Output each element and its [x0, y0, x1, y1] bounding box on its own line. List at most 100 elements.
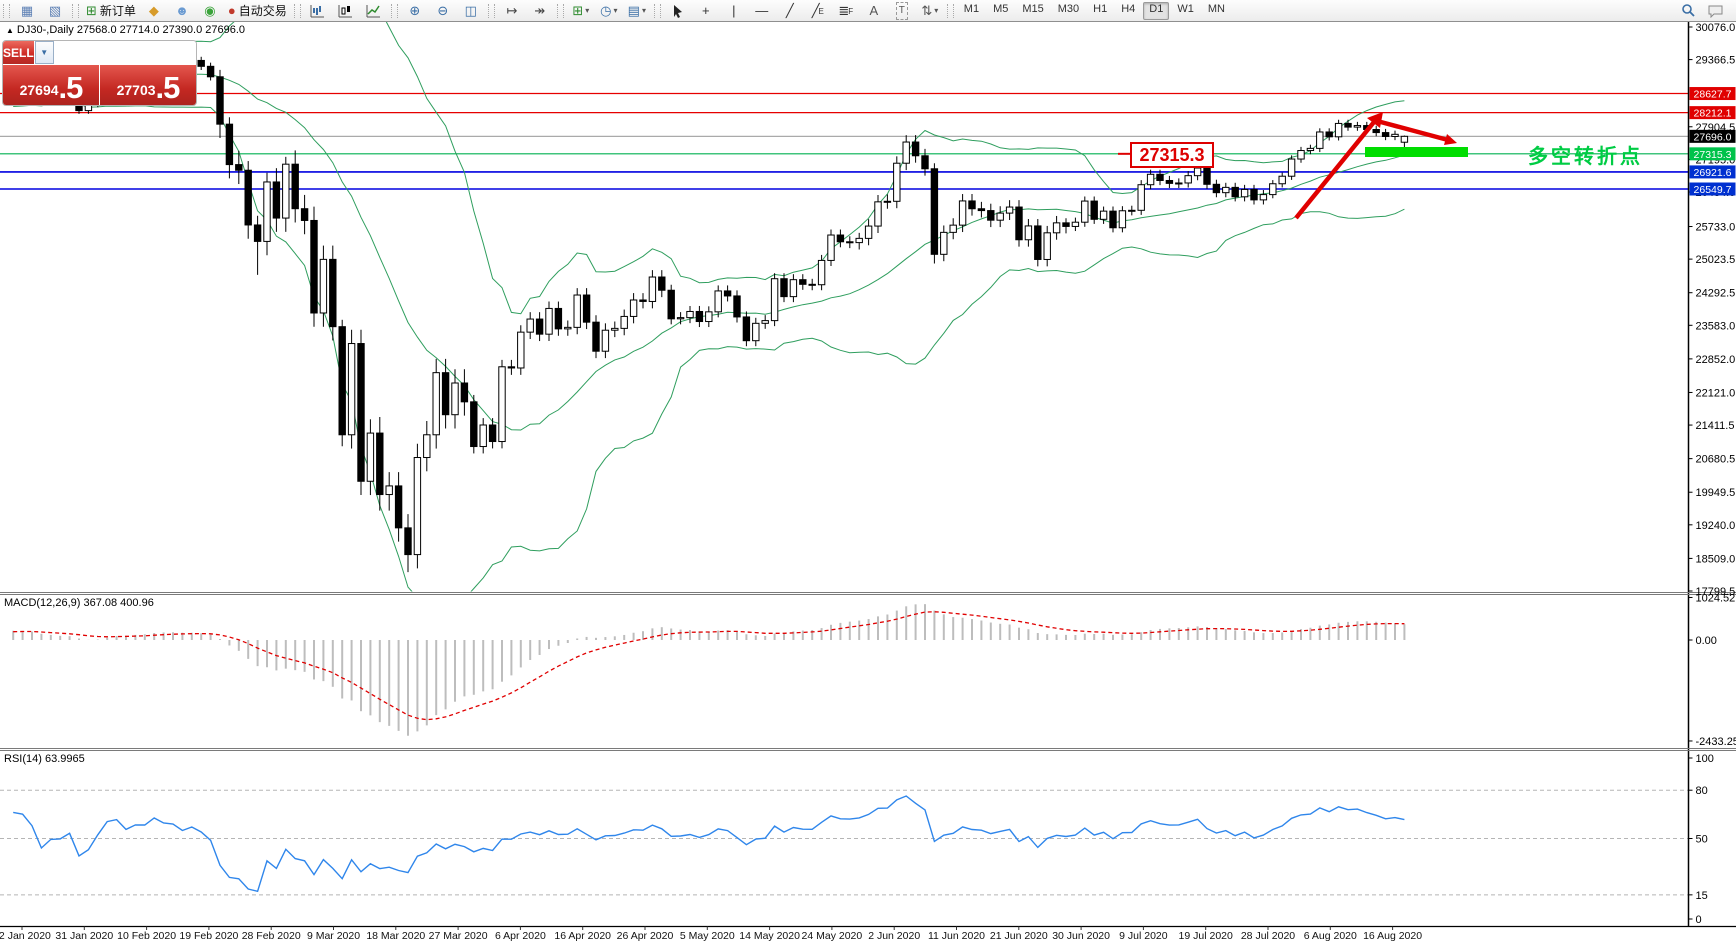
- trendline-icon[interactable]: ╱: [785, 2, 794, 18]
- svg-text:16 Apr 2020: 16 Apr 2020: [554, 930, 611, 942]
- sell-button[interactable]: SELL: [3, 41, 34, 64]
- svg-text:11 Jun 2020: 11 Jun 2020: [928, 930, 985, 942]
- line-chart-icon[interactable]: [361, 1, 387, 21]
- volume-decrease-button[interactable]: ▼: [34, 41, 54, 64]
- vertical-line-icon[interactable]: |: [732, 2, 736, 18]
- svg-text:80: 80: [1696, 785, 1708, 797]
- crosshair-icon[interactable]: +: [702, 2, 710, 18]
- svg-text:30076.0: 30076.0: [1696, 22, 1736, 34]
- svg-text:28 Feb 2020: 28 Feb 2020: [242, 930, 301, 942]
- trend-arrow-down: [1376, 118, 1449, 143]
- new-order-icon[interactable]: ⊞ 新订单: [86, 2, 136, 18]
- svg-text:27 Mar 2020: 27 Mar 2020: [429, 930, 488, 942]
- volume-input[interactable]: [53, 41, 196, 64]
- price-callout-label: 27315.3: [1130, 142, 1214, 168]
- rsi-pane[interactable]: [0, 789, 1688, 896]
- market-watch-icon[interactable]: ☻: [175, 2, 189, 18]
- candlestick-chart-icon[interactable]: [333, 1, 359, 21]
- dropdown-arrow-icon[interactable]: ▾: [585, 5, 590, 15]
- buy-price-display[interactable]: 27703.5: [100, 65, 196, 105]
- cursor-icon[interactable]: [665, 1, 691, 21]
- svg-text:15: 15: [1696, 890, 1708, 902]
- svg-text:22121.0: 22121.0: [1696, 387, 1736, 399]
- fibonacci-icon[interactable]: ≣ F: [838, 2, 854, 18]
- svg-text:28 Jul 2020: 28 Jul 2020: [1241, 930, 1295, 942]
- svg-text:27315.3: 27315.3: [1694, 149, 1732, 161]
- chat-icon[interactable]: [1703, 1, 1729, 21]
- svg-text:31 Jan 2020: 31 Jan 2020: [55, 930, 113, 942]
- svg-text:9 Mar 2020: 9 Mar 2020: [307, 930, 360, 942]
- macd-indicator-label: MACD(12,26,9) 367.08 400.96: [4, 597, 154, 609]
- macd-pane[interactable]: [12, 604, 1406, 736]
- buy-price-main: 27703: [116, 82, 156, 98]
- timeframe-button-m1[interactable]: M1: [963, 2, 980, 15]
- candlestick-series: [9, 47, 1409, 573]
- svg-text:9 Jul 2020: 9 Jul 2020: [1119, 930, 1168, 942]
- svg-text:5 May 2020: 5 May 2020: [680, 930, 735, 942]
- svg-text:18 Mar 2020: 18 Mar 2020: [366, 930, 425, 942]
- dropdown-arrow-icon[interactable]: ▾: [934, 5, 939, 15]
- horizontal-line-icon[interactable]: —: [755, 2, 769, 18]
- timeframe-button-m30[interactable]: M30: [1057, 2, 1080, 15]
- svg-text:20680.5: 20680.5: [1696, 454, 1736, 466]
- svg-text:0: 0: [1696, 914, 1702, 926]
- sell-price-main: 27694: [19, 82, 59, 98]
- search-icon[interactable]: [1675, 1, 1701, 21]
- svg-text:23583.0: 23583.0: [1696, 320, 1736, 332]
- timeframe-button-h1[interactable]: H1: [1093, 2, 1108, 15]
- dropdown-arrow-icon[interactable]: ▾: [613, 5, 618, 15]
- bar-chart-icon[interactable]: [305, 1, 331, 21]
- sell-price-display[interactable]: 27694.5: [3, 65, 99, 105]
- timeframe-button-d1[interactable]: D1: [1143, 1, 1170, 20]
- support-zone-bar: [1365, 147, 1468, 157]
- svg-text:28627.7: 28627.7: [1694, 89, 1732, 101]
- templates-icon[interactable]: ▤ ▾: [627, 2, 646, 18]
- svg-text:-2433.25: -2433.25: [1696, 736, 1736, 748]
- svg-text:50: 50: [1696, 834, 1708, 846]
- history-center-icon[interactable]: ◆: [148, 2, 159, 18]
- svg-text:2 Jun 2020: 2 Jun 2020: [868, 930, 920, 942]
- timeframe-button-w1[interactable]: W1: [1177, 2, 1194, 15]
- text-label-icon[interactable]: T: [889, 1, 915, 21]
- shift-end-icon[interactable]: ↦: [506, 2, 518, 18]
- svg-text:16 Aug 2020: 16 Aug 2020: [1363, 930, 1422, 942]
- rsi-indicator-label: RSI(14) 63.9965: [4, 753, 85, 765]
- data-window-icon[interactable]: ▧: [48, 2, 62, 18]
- svg-text:0.00: 0.00: [1696, 635, 1717, 647]
- price-axis-labels: 30076.029366.527904.527195.026484.025733…: [1688, 22, 1736, 926]
- trend-arrow-head-icon: [1367, 112, 1383, 128]
- toolbar-group-separator: [3, 3, 10, 18]
- signals-icon[interactable]: ◉: [204, 2, 216, 18]
- svg-text:30 Jun 2020: 30 Jun 2020: [1052, 930, 1110, 942]
- macd-signal-line: [13, 611, 1405, 721]
- svg-text:29366.5: 29366.5: [1696, 55, 1736, 67]
- autoscroll-icon[interactable]: ↠: [534, 2, 546, 18]
- main-price-pane[interactable]: [0, 0, 1688, 607]
- channel-icon[interactable]: ╱ E: [811, 2, 824, 18]
- zoom-in-icon[interactable]: ⊕: [409, 2, 421, 18]
- arrows-icon[interactable]: ⇅ ▾: [921, 2, 939, 18]
- bollinger-upper-band: [13, 22, 1405, 315]
- buy-price-big: .5: [155, 70, 181, 105]
- toolbar-group-separator: [390, 3, 398, 18]
- timeframe-button-m5[interactable]: M5: [993, 2, 1009, 15]
- rsi-line: [13, 795, 1405, 893]
- new-chart-icon[interactable]: ⊞ ▾: [572, 2, 590, 18]
- timeframe-button-h4[interactable]: H4: [1121, 2, 1136, 15]
- periods-icon[interactable]: ◷ ▾: [600, 2, 618, 18]
- svg-text:1024.52: 1024.52: [1696, 592, 1736, 604]
- timeframe-button-mn[interactable]: MN: [1207, 2, 1225, 15]
- charts-window-icon[interactable]: ▦: [20, 2, 34, 18]
- svg-text:26549.7: 26549.7: [1694, 184, 1732, 196]
- text-icon[interactable]: A: [869, 2, 879, 18]
- svg-text:22 Jan 2020: 22 Jan 2020: [0, 930, 51, 942]
- svg-text:6 Apr 2020: 6 Apr 2020: [495, 930, 546, 942]
- tile-windows-icon[interactable]: ◫: [464, 2, 477, 18]
- timeframe-button-m15[interactable]: M15: [1022, 2, 1044, 15]
- svg-text:6 Aug 2020: 6 Aug 2020: [1304, 930, 1357, 942]
- autotrading-icon[interactable]: ● 自动交易: [227, 2, 287, 18]
- zoom-out-icon[interactable]: ⊖: [437, 2, 449, 18]
- dropdown-arrow-icon[interactable]: ▾: [641, 5, 646, 15]
